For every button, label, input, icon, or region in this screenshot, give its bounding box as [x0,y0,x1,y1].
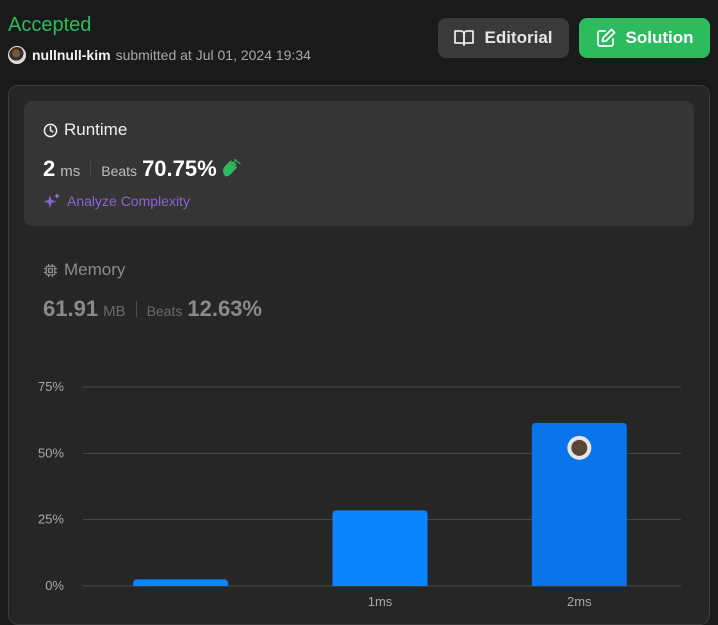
runtime-unit: ms [60,163,81,180]
user-marker-avatar-inner [571,439,588,456]
chip-icon [43,263,58,277]
editorial-label: Editorial [484,28,553,47]
clap-icon [222,159,241,177]
book-open-icon [454,30,475,46]
runtime-title: Runtime [43,120,127,140]
memory-beats-label: Beats [146,303,183,319]
runtime-card[interactable] [24,101,694,226]
memory-value: 61.91 [43,296,99,321]
runtime-metric: 2 ms Beats 70.75% [43,156,241,182]
y-tick-label: 0% [45,578,64,593]
memory-unit: MB [103,303,126,320]
analyze-complexity-label: Analyze Complexity [67,193,190,209]
solution-button[interactable]: Solution [579,18,710,58]
chart-bar[interactable] [531,422,627,586]
editorial-button[interactable]: Editorial [438,18,569,58]
sparkle-icon [43,193,60,208]
solution-label: Solution [625,28,694,47]
x-tick-label: 2ms [567,594,592,609]
runtime-beats-pct: 70.75% [142,156,217,181]
chart-bar[interactable] [332,510,428,586]
x-tick-label: 1ms [368,594,393,609]
runtime-title-label: Runtime [64,120,128,139]
runtime-divider [90,161,92,177]
y-tick-label: 25% [38,512,64,527]
chart-bar[interactable] [133,579,229,586]
edit-icon [596,28,615,47]
memory-beats-pct: 12.63% [187,296,262,321]
memory-title-label: Memory [64,260,126,279]
runtime-value: 2 [43,156,56,181]
runtime-beats-label: Beats [101,163,138,179]
runtime-distribution-chart: 0% 25% 50% 75% 1ms 2ms [38,379,681,609]
memory-title[interactable]: Memory [43,260,125,280]
y-tick-label: 50% [38,445,64,460]
memory-metric: 61.91 MB Beats 12.63% [43,296,262,322]
user-avatar[interactable] [8,46,26,64]
y-tick-label: 75% [38,379,64,394]
analyze-complexity-link[interactable]: Analyze Complexity [43,192,190,210]
submission-status: Accepted [8,14,92,36]
clock-icon [43,123,58,137]
submitter-line: nullnull-kim submitted at Jul 01, 2024 1… [8,45,311,65]
memory-divider [135,301,137,317]
username[interactable]: nullnull-kim [32,47,111,63]
submitted-time: submitted at Jul 01, 2024 19:34 [115,47,311,63]
